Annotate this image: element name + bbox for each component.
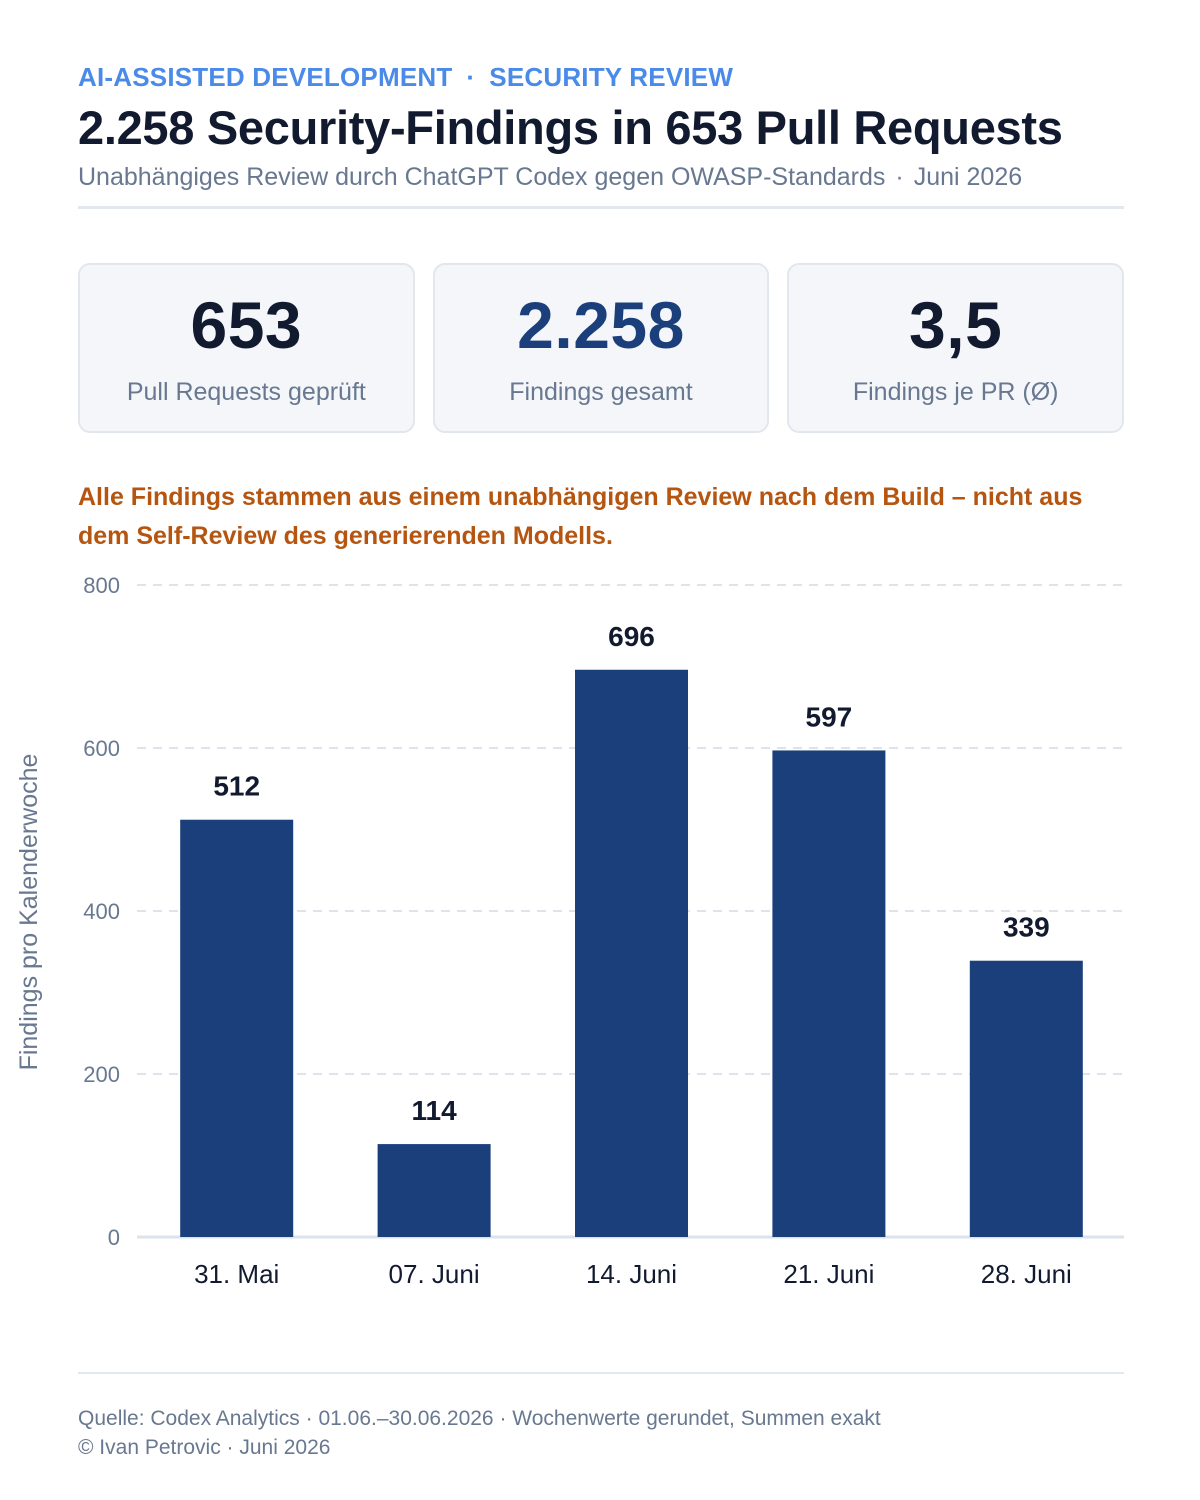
bar	[377, 1144, 491, 1237]
x-tick-label: 28. Juni	[981, 1259, 1072, 1289]
bar-value-label: 597	[806, 701, 853, 732]
kpi-value: 653	[190, 288, 303, 362]
bar-value-label: 339	[1003, 912, 1050, 943]
x-tick-label: 31. Mai	[194, 1259, 279, 1289]
y-axis-label: Findings pro Kalenderwoche	[15, 754, 43, 1071]
kpi-value: 2.258	[517, 288, 685, 362]
bar-chart: 0 200 400 600 800 512 31. Mai 114 07. Juni 696 14.…	[15, 573, 1124, 1289]
bar-value-label: 696	[608, 621, 655, 652]
y-tick-label: 800	[83, 573, 120, 598]
kpi-label: Pull Requests geprüft	[126, 378, 366, 406]
kpi-label: Findings je PR (Ø)	[852, 378, 1059, 406]
kicker: AI-ASSISTED DEVELOPMENT · SECURITY REVIEW	[78, 62, 733, 93]
kicker-topic: SECURITY REVIEW	[489, 62, 734, 92]
kpi-label: Findings gesamt	[509, 378, 693, 406]
callout-note: Alle Findings stammen aus einem unabhäng…	[78, 483, 1083, 550]
kpi-card-findings-per-pr: 3,5 Findings je PR (Ø)	[787, 263, 1125, 433]
y-tick-label: 0	[108, 1225, 120, 1250]
kpi-row: 653 Pull Requests geprüft 2.258 Findings…	[78, 263, 1125, 433]
kicker-separator: ·	[466, 62, 476, 92]
footer: Quelle: Codex Analytics · 01.06.–30.06.2…	[78, 1404, 881, 1462]
kicker-category: AI-ASSISTED DEVELOPMENT	[78, 62, 453, 92]
header-divider	[78, 206, 1124, 209]
subtitle-description: Unabhängiges Review durch ChatGPT Codex …	[78, 163, 886, 191]
footer-copyright: © Ivan Petrovic · Juni 2026	[78, 1436, 331, 1459]
bar	[180, 819, 294, 1237]
kpi-card-pull-requests: 653 Pull Requests geprüft	[78, 263, 415, 433]
subtitle: Unabhängiges Review durch ChatGPT Codex …	[78, 163, 1022, 192]
y-tick-label: 600	[83, 736, 120, 761]
bar-value-label: 512	[213, 771, 260, 802]
y-tick-label: 400	[83, 899, 120, 924]
page-title: 2.258 Security-Findings in 653 Pull Requ…	[78, 101, 1063, 154]
kpi-card-findings: 2.258 Findings gesamt	[432, 263, 770, 433]
bar-value-label: 114	[412, 1095, 458, 1126]
x-tick-label: 14. Juni	[586, 1259, 677, 1289]
x-tick-label: 21. Juni	[783, 1259, 874, 1289]
x-tick-label: 07. Juni	[389, 1259, 480, 1289]
footer-divider	[78, 1372, 1124, 1374]
bar	[772, 750, 886, 1237]
subtitle-separator: ·	[895, 163, 904, 191]
subtitle-date: Juni 2026	[913, 163, 1023, 191]
bar	[969, 960, 1083, 1237]
kpi-value: 3,5	[909, 288, 1003, 362]
bar	[575, 669, 688, 1237]
y-tick-label: 200	[83, 1062, 120, 1087]
footer-source: Quelle: Codex Analytics · 01.06.–30.06.2…	[78, 1407, 881, 1430]
